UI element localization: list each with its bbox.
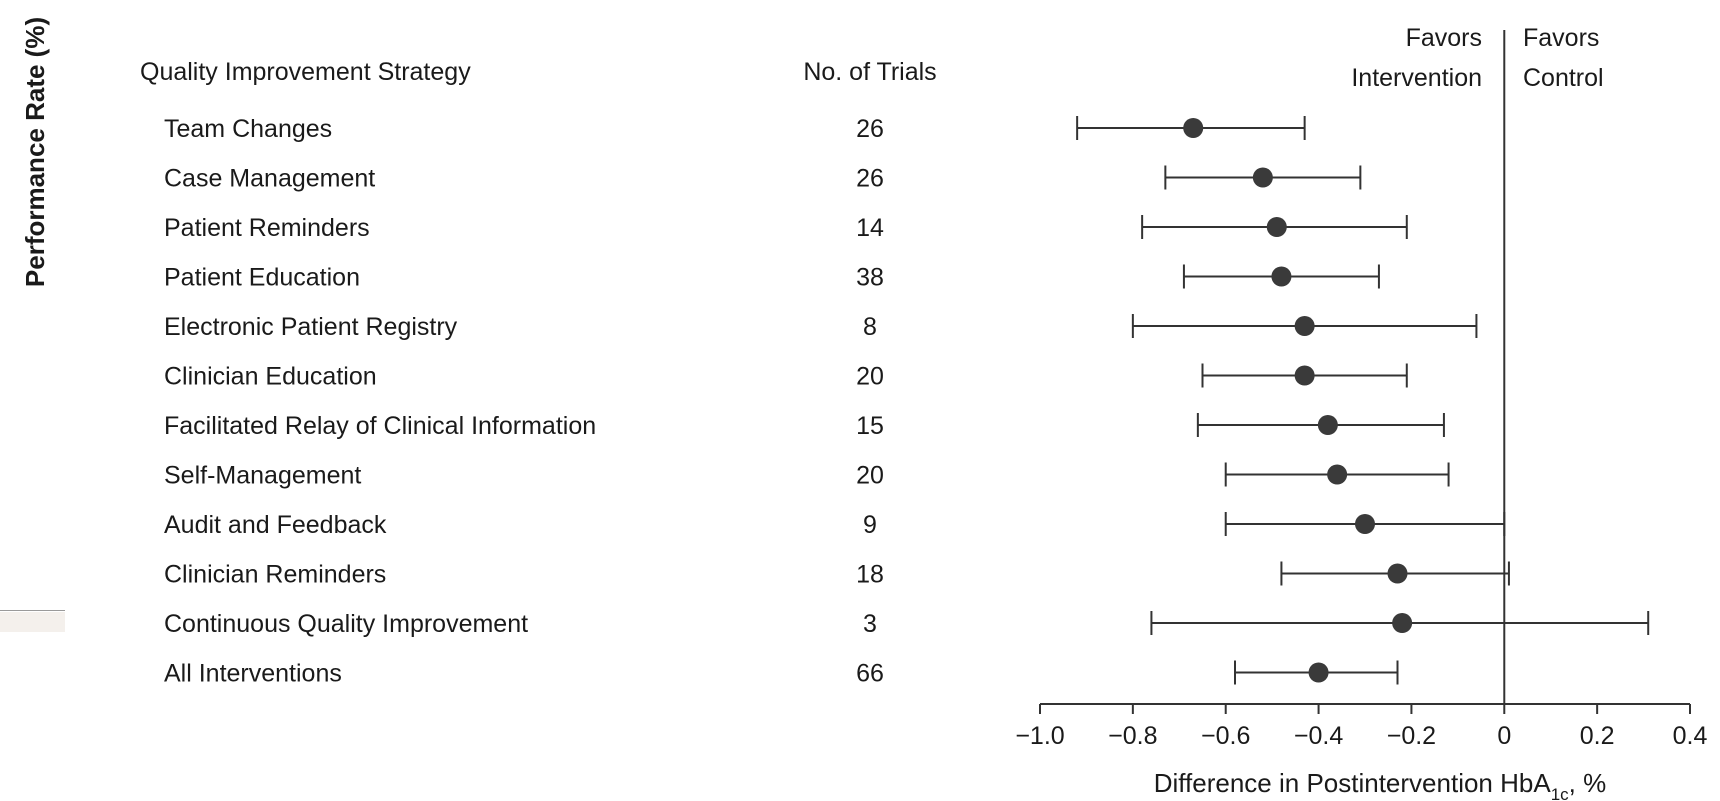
forest-row: Patient Reminders 14 xyxy=(164,214,1408,242)
trials-count: 26 xyxy=(856,115,884,143)
strategy-label: Facilitated Relay of Clinical Informatio… xyxy=(164,412,596,440)
trials-count: 20 xyxy=(856,363,884,391)
trials-count: 66 xyxy=(856,660,884,688)
strategy-column-header: Quality Improvement Strategy xyxy=(140,58,471,86)
strategy-label: Patient Education xyxy=(164,264,360,292)
trials-count: 26 xyxy=(856,165,884,193)
trials-count: 38 xyxy=(856,264,884,292)
strategy-label: Team Changes xyxy=(164,115,332,143)
point-estimate xyxy=(1271,266,1292,287)
forest-row: Facilitated Relay of Clinical Informatio… xyxy=(164,412,1445,440)
strategy-label: Continuous Quality Improvement xyxy=(164,610,528,638)
x-tick-label: 0.2 xyxy=(1580,722,1615,750)
x-tick-label: −0.4 xyxy=(1294,722,1343,750)
trials-count: 20 xyxy=(856,462,884,490)
forest-row: Clinician Education 20 xyxy=(164,363,1408,391)
point-estimate xyxy=(1183,118,1204,138)
strategy-label: All Interventions xyxy=(164,660,342,688)
strategy-label: Electronic Patient Registry xyxy=(164,313,458,341)
side-axis-label: Performance Rate (%) xyxy=(20,17,50,287)
trials-count: 9 xyxy=(863,511,877,539)
x-axis-title: Difference in Postintervention HbA1c, % xyxy=(1154,768,1607,801)
point-estimate xyxy=(1252,167,1273,188)
point-estimate xyxy=(1355,514,1375,534)
point-estimate xyxy=(1266,217,1287,237)
x-tick-label: −0.8 xyxy=(1108,722,1157,750)
point-estimate xyxy=(1327,464,1348,485)
strategy-label: Audit and Feedback xyxy=(164,511,387,539)
favors-intervention-line1: Favors xyxy=(1406,24,1482,52)
forest-row: Continuous Quality Improvement 3 xyxy=(164,610,1650,638)
point-estimate xyxy=(1308,662,1329,683)
strategy-label: Clinician Education xyxy=(164,363,377,391)
forest-row: Team Changes 26 xyxy=(164,115,1306,143)
trials-count: 18 xyxy=(856,561,884,589)
strategy-label: Patient Reminders xyxy=(164,214,370,242)
forest-row: All Interventions 66 xyxy=(164,660,1399,688)
favors-control-line2: Control xyxy=(1523,64,1604,92)
forest-row: Self-Management 20 xyxy=(164,462,1450,490)
point-estimate xyxy=(1294,365,1315,386)
forest-row: Patient Education 38 xyxy=(164,264,1380,292)
favors-intervention-line2: Intervention xyxy=(1351,64,1482,92)
favors-control-line1: Favors xyxy=(1523,24,1599,52)
point-estimate xyxy=(1317,415,1338,435)
trials-count: 14 xyxy=(856,214,884,242)
trials-count: 8 xyxy=(863,313,877,341)
forest-row: Clinician Reminders 18 xyxy=(164,561,1510,589)
strategy-label: Case Management xyxy=(164,165,375,193)
forest-row: Case Management 26 xyxy=(164,165,1362,193)
point-estimate xyxy=(1294,316,1315,336)
forest-row: Audit and Feedback 9 xyxy=(164,511,1506,539)
x-tick-label: −1.0 xyxy=(1015,722,1064,750)
x-tick-label: 0.4 xyxy=(1673,722,1708,750)
trials-count: 3 xyxy=(863,610,877,638)
fragment-panel xyxy=(0,612,65,632)
fragment-rule xyxy=(0,610,65,611)
trials-column-header: No. of Trials xyxy=(803,58,936,86)
strategy-label: Clinician Reminders xyxy=(164,561,386,589)
forest-row: Electronic Patient Registry 8 xyxy=(164,313,1478,341)
x-tick-label: 0 xyxy=(1497,722,1511,750)
point-estimate xyxy=(1387,563,1408,584)
trials-count: 15 xyxy=(856,412,884,440)
point-estimate xyxy=(1392,613,1413,633)
x-tick-label: −0.2 xyxy=(1387,722,1436,750)
strategy-label: Self-Management xyxy=(164,462,361,490)
x-tick-label: −0.6 xyxy=(1201,722,1250,750)
